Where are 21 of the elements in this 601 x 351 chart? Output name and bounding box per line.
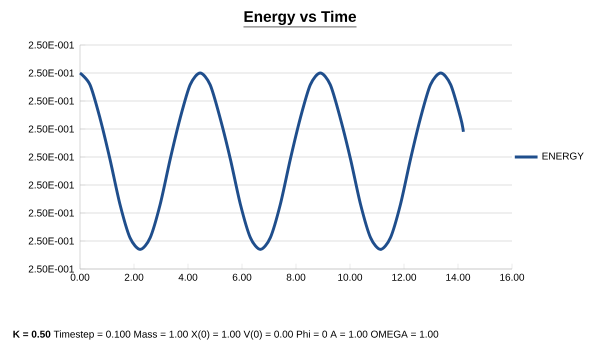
x-tick-label: 8.00 <box>286 274 306 281</box>
x-tick-label: 6.00 <box>232 274 252 281</box>
x-tick-label: 12.00 <box>392 274 416 281</box>
text: 2.50E-001 <box>28 125 74 133</box>
x-tick-label: 4.00 <box>178 274 198 281</box>
chart-title: Energy vs Time <box>244 10 356 26</box>
x-tick-label: 0.00 <box>70 274 90 281</box>
text: 2.50E-001 <box>28 41 74 49</box>
legend-label: ENERGY <box>542 152 584 160</box>
x-tick-label: 14.00 <box>446 274 470 281</box>
text: K = 0.50 Timestep = 0.100 Mass = 1.00 X(0) = 1.00 V(0) = 0.00 Phi = 0 A = 1.00 OMEGA = 1.00 <box>13 330 438 340</box>
text: 2.50E-001 <box>28 237 74 245</box>
text: 2.50E-001 <box>28 153 74 161</box>
x-tick-label: 2.00 <box>124 274 144 281</box>
text: 2.50E-001 <box>28 265 74 273</box>
text: 2.50E-001 <box>28 209 74 217</box>
x-tick-label: 10.00 <box>338 274 362 281</box>
x-tick-label: 16.00 <box>500 274 524 281</box>
text: 2.50E-001 <box>28 97 74 105</box>
text: 2.50E-001 <box>28 69 74 77</box>
text: 2.50E-001 <box>28 181 74 189</box>
